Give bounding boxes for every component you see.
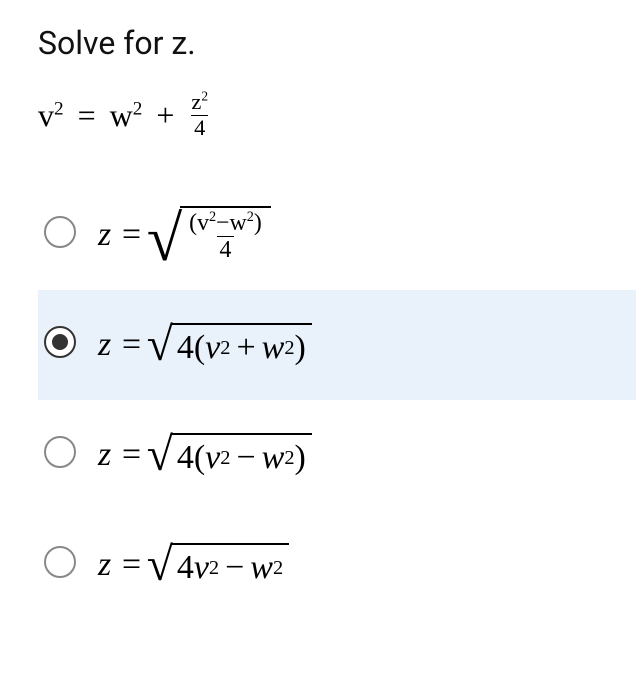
given-equation: v2 = w2 + z2 4 [38, 90, 636, 140]
inner-den: 4 [217, 236, 235, 263]
frac-num-var: z [191, 89, 201, 114]
radio-dot-icon [52, 334, 68, 350]
v-var: v [197, 210, 209, 236]
radio-button[interactable] [44, 326, 76, 358]
answer-option-4[interactable]: z = √ 4v2−w2 [38, 510, 636, 620]
minus-sign: − [236, 439, 255, 477]
square-root: √ 4(v2+w2) [147, 323, 312, 368]
coef: 4 [177, 549, 194, 587]
radio-button[interactable] [44, 436, 76, 468]
sqrt-body: (v2−w2) 4 [180, 206, 271, 265]
v-var: v [205, 439, 220, 477]
answer-math: z = √ (v2−w2) 4 [98, 206, 271, 265]
sqrt-icon: √ [147, 543, 173, 588]
z-equals: z = [98, 216, 143, 254]
square-root: √ (v2−w2) 4 [147, 206, 271, 265]
w-var: w [262, 439, 285, 477]
lhs-var: v [38, 97, 54, 133]
coef-open: 4( [177, 439, 205, 477]
answer-math: z = √ 4(v2−w2) [98, 433, 312, 478]
plus-sign: + [236, 329, 255, 367]
sqrt-body: 4(v2−w2) [171, 433, 312, 478]
w-var: w [250, 549, 273, 587]
question-container: Solve for z. v2 = w2 + z2 4 z = √ (v2−w2… [0, 0, 636, 620]
square-root: √ 4(v2−w2) [147, 433, 312, 478]
close-paren: ) [295, 439, 306, 477]
square-root: √ 4v2−w2 [147, 543, 290, 588]
open-paren: ( [189, 210, 197, 236]
v-var: v [194, 549, 209, 587]
lhs-exp: 2 [54, 98, 64, 119]
frac-num-exp: 2 [201, 89, 208, 104]
plus-sign: + [156, 97, 174, 134]
close-paren: ) [254, 210, 262, 236]
sqrt-icon: √ [147, 433, 173, 478]
w-var: w [230, 210, 247, 236]
sqrt-icon: √ [147, 323, 173, 368]
minus-sign: − [216, 210, 229, 236]
z-equals: z = [98, 546, 143, 584]
w-var: w [262, 329, 285, 367]
question-prompt: Solve for z. [38, 24, 636, 62]
close-paren: ) [295, 329, 306, 367]
term1-var: w [110, 97, 133, 133]
sqrt-body: 4(v2+w2) [171, 323, 312, 368]
v-var: v [205, 329, 220, 367]
fraction: z2 4 [188, 90, 211, 140]
radio-button[interactable] [44, 216, 76, 248]
sqrt-body: 4v2−w2 [171, 543, 289, 588]
inner-fraction: (v2−w2) 4 [186, 210, 265, 263]
frac-den: 4 [191, 115, 208, 141]
equals-sign: = [78, 97, 96, 134]
answer-option-3[interactable]: z = √ 4(v2−w2) [38, 400, 636, 510]
sqrt-icon: √ [147, 213, 182, 265]
answer-option-2[interactable]: z = √ 4(v2+w2) [38, 290, 636, 400]
answer-math: z = √ 4v2−w2 [98, 543, 289, 588]
radio-button[interactable] [44, 546, 76, 578]
answer-math: z = √ 4(v2+w2) [98, 323, 312, 368]
z-equals: z = [98, 436, 143, 474]
answer-options: z = √ (v2−w2) 4 z = [38, 180, 636, 620]
z-equals: z = [98, 326, 143, 364]
term1-exp: 2 [133, 98, 143, 119]
minus-sign: − [225, 549, 244, 587]
coef-open: 4( [177, 329, 205, 367]
answer-option-1[interactable]: z = √ (v2−w2) 4 [38, 180, 636, 290]
w-exp: 2 [247, 209, 254, 225]
